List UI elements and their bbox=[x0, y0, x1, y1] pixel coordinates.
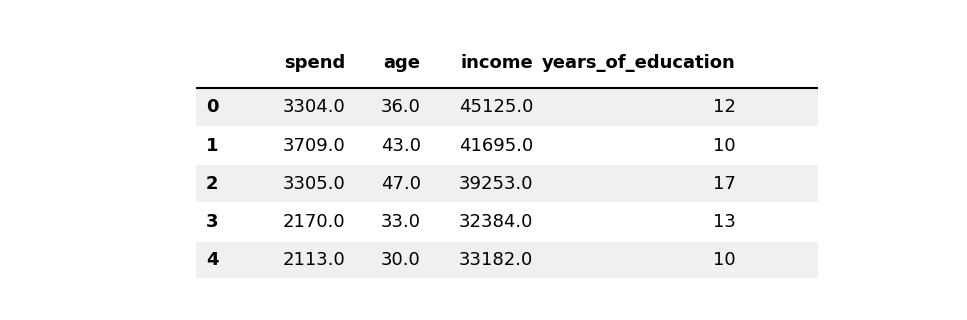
Text: years_of_education: years_of_education bbox=[542, 54, 736, 72]
FancyBboxPatch shape bbox=[195, 165, 818, 202]
Text: 3304.0: 3304.0 bbox=[283, 98, 346, 116]
Text: 39253.0: 39253.0 bbox=[458, 175, 533, 193]
Text: 10: 10 bbox=[713, 251, 736, 269]
Text: 32384.0: 32384.0 bbox=[458, 213, 533, 231]
Text: 4: 4 bbox=[206, 251, 219, 269]
Text: 36.0: 36.0 bbox=[381, 98, 421, 116]
Text: 0: 0 bbox=[206, 98, 219, 116]
Text: age: age bbox=[384, 54, 421, 72]
Text: 47.0: 47.0 bbox=[381, 175, 421, 193]
Text: 3: 3 bbox=[206, 213, 219, 231]
Text: 45125.0: 45125.0 bbox=[458, 98, 533, 116]
Text: 10: 10 bbox=[713, 137, 736, 155]
Text: 2113.0: 2113.0 bbox=[283, 251, 346, 269]
Text: 33182.0: 33182.0 bbox=[458, 251, 533, 269]
Text: 1: 1 bbox=[206, 137, 219, 155]
Text: income: income bbox=[460, 54, 533, 72]
Text: 17: 17 bbox=[713, 175, 736, 193]
FancyBboxPatch shape bbox=[195, 242, 818, 278]
FancyBboxPatch shape bbox=[195, 89, 818, 126]
Text: 33.0: 33.0 bbox=[381, 213, 421, 231]
Text: 12: 12 bbox=[713, 98, 736, 116]
Text: 3709.0: 3709.0 bbox=[283, 137, 346, 155]
Text: 41695.0: 41695.0 bbox=[458, 137, 533, 155]
Text: 2170.0: 2170.0 bbox=[283, 213, 346, 231]
Text: 2: 2 bbox=[206, 175, 219, 193]
Text: 13: 13 bbox=[713, 213, 736, 231]
Text: 43.0: 43.0 bbox=[381, 137, 421, 155]
Text: 30.0: 30.0 bbox=[381, 251, 421, 269]
Text: 3305.0: 3305.0 bbox=[283, 175, 346, 193]
Text: spend: spend bbox=[284, 54, 346, 72]
